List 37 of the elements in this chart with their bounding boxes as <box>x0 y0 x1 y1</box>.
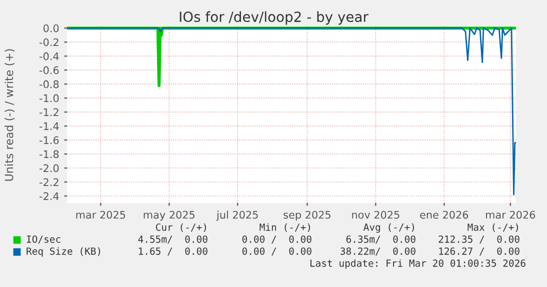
text: 0.00 / 0.00 <box>242 235 312 244</box>
y-axis-title: Units read (-) / write (+) <box>4 49 15 181</box>
x-tick-label: sep 2025 <box>284 210 330 221</box>
x-tick-label: mar 2026 <box>486 210 536 219</box>
y-tick-label: -1.8 <box>40 150 59 158</box>
legend-label: IO/sec <box>26 235 60 244</box>
text: Max (-/+) <box>468 223 518 232</box>
text: 0.00 / 0.00 <box>242 247 312 256</box>
y-tick-label: -2.4 <box>40 192 59 200</box>
y-tick-label: -0.4 <box>40 52 59 60</box>
y-tick-label: -2.0 <box>40 164 59 172</box>
legend-label: Req Size (KB) <box>26 247 100 257</box>
text: Avg (-/+) <box>364 223 414 233</box>
text: 6.35m/ 0.00 <box>346 235 416 244</box>
y-tick-label: -1.6 <box>40 136 59 144</box>
y-tick-label: -2.2 <box>40 178 58 186</box>
y-tick-label: 0.0 <box>43 24 59 32</box>
y-tick-label: -0.8 <box>40 80 59 88</box>
chart-title: IOs for /dev/loop2 - by year <box>180 11 368 25</box>
text: 126.27 / 0.00 <box>439 247 520 256</box>
text: Last update: Fri Mar 20 01:00:35 2026 <box>310 259 526 269</box>
x-tick-label: ene 2026 <box>420 210 468 219</box>
y-tick-label: -0.2 <box>40 38 58 46</box>
text: 4.55m/ 0.00 <box>138 235 208 244</box>
x-tick-label: mar 2025 <box>76 210 126 219</box>
y-tick-label: -1.4 <box>40 122 59 130</box>
text: Min (-/+) <box>260 223 310 232</box>
text: Cur (-/+) <box>156 223 206 232</box>
text: 1.65 / 0.00 <box>138 247 208 256</box>
text: 38.22m/ 0.00 <box>340 247 416 256</box>
x-tick-label: may 2025 <box>144 210 194 221</box>
x-tick-label: nov 2025 <box>352 210 400 219</box>
text: 212.35 / 0.00 <box>438 235 520 244</box>
y-tick-label: -1.2 <box>40 108 58 116</box>
y-tick-label: -0.6 <box>40 66 59 74</box>
x-tick-label: jul 2025 <box>216 210 258 221</box>
y-tick-label: -1.0 <box>40 94 59 102</box>
